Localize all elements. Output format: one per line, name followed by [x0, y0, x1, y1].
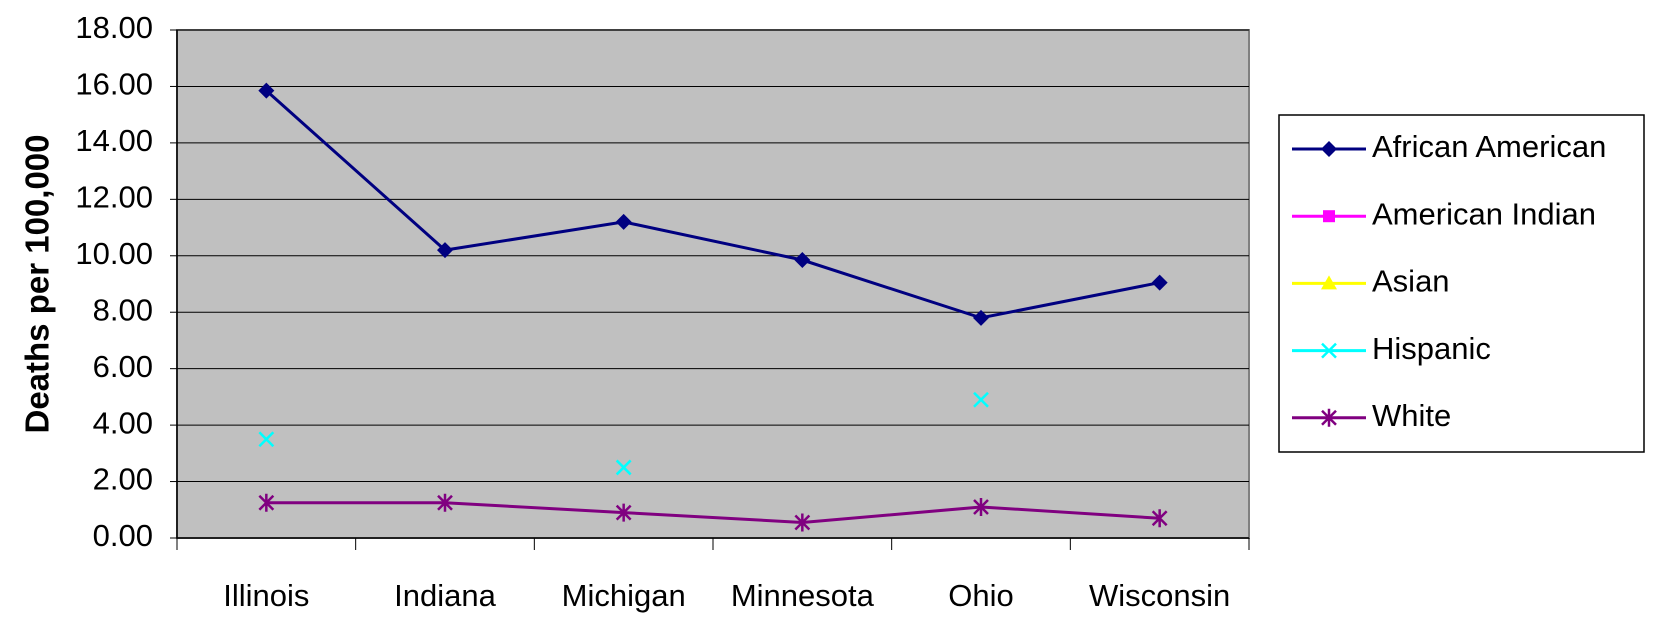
series-line [265, 89, 1160, 320]
marker-shape [258, 493, 275, 512]
marker [258, 493, 275, 512]
marker [437, 493, 453, 512]
marker-shape [1151, 509, 1168, 528]
marker-shape [615, 213, 632, 230]
marker [1321, 342, 1337, 359]
marker [794, 513, 811, 532]
x-tick-label: Indiana [394, 578, 496, 613]
marker-shape [973, 309, 989, 326]
marker [973, 497, 989, 516]
marker-shape [1321, 342, 1337, 359]
y-tick-label: 8.00 [93, 292, 153, 327]
y-tick-label: 10.00 [75, 236, 153, 271]
marker-shape [615, 503, 632, 522]
legend-label: Asian [1372, 264, 1450, 299]
marker [437, 242, 453, 259]
marker-shape [794, 513, 811, 532]
marker-shape [1151, 274, 1168, 291]
marker-shape [437, 242, 453, 259]
marker-shape [1323, 210, 1335, 223]
y-tick-label: 2.00 [93, 462, 153, 497]
y-tick-label: 4.00 [93, 405, 153, 440]
marker [258, 82, 275, 99]
marker-shape [615, 459, 632, 476]
y-axis-label: Deaths per 100,000 [19, 134, 56, 433]
legend-label: African American [1372, 129, 1606, 164]
marker-shape [258, 431, 275, 448]
y-tick-label: 0.00 [93, 518, 153, 553]
legend-label: American Indian [1372, 196, 1596, 231]
marker [615, 459, 632, 476]
marker-shape [437, 493, 453, 512]
legend-label: White [1372, 398, 1451, 433]
marker [1321, 275, 1337, 290]
marker-shape [973, 391, 989, 408]
y-tick-label: 6.00 [93, 349, 153, 384]
x-tick-label: Michigan [562, 578, 686, 613]
marker [973, 309, 989, 326]
x-tick-label: Minnesota [731, 578, 875, 613]
x-tick-label: Illinois [223, 578, 309, 613]
y-tick-label: 18.00 [75, 10, 153, 45]
x-tick-label: Wisconsin [1089, 578, 1230, 613]
marker-shape [973, 497, 989, 516]
marker [1323, 210, 1335, 223]
y-tick-label: 16.00 [75, 67, 153, 102]
marker [973, 391, 989, 408]
marker-shape [794, 252, 811, 269]
marker [1321, 408, 1337, 427]
marker-shape [258, 82, 275, 99]
y-tick-label: 14.00 [75, 123, 153, 158]
marker-shape [1321, 408, 1337, 427]
marker-shape [1321, 141, 1337, 157]
marker [1151, 274, 1168, 291]
marker [1151, 509, 1168, 528]
marker [1321, 141, 1337, 157]
marker [615, 503, 632, 522]
marker [615, 213, 632, 230]
legend-label: Hispanic [1372, 331, 1491, 366]
x-tick-label: Ohio [948, 578, 1013, 613]
marker [258, 431, 275, 448]
plot-area [176, 29, 1250, 539]
series-line [266, 501, 1160, 524]
y-tick-label: 12.00 [75, 180, 153, 215]
marker [794, 252, 811, 269]
marker-shape [1321, 275, 1337, 290]
